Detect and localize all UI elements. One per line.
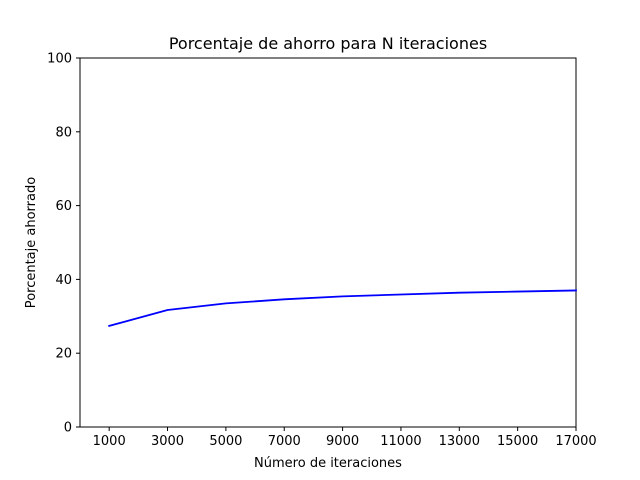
- y-tick-label: 100: [47, 52, 72, 67]
- y-tick-label: 0: [64, 421, 72, 436]
- plot-area: 1000 3000 5000 7000 9000 11000 13000 15000 17000…: [47, 52, 597, 450]
- x-axis-label: Número de iteraciones: [254, 456, 402, 471]
- x-tick-label: 5000: [209, 434, 242, 449]
- y-tick-label: 20: [55, 347, 72, 362]
- y-tick-label: 80: [55, 125, 72, 140]
- x-tick-label: 9000: [326, 434, 359, 449]
- y-tick-label: 60: [55, 199, 72, 214]
- x-tick-label: 3000: [151, 434, 184, 449]
- series-line-0: [108, 289, 577, 327]
- x-tick-label: 13000: [439, 434, 480, 449]
- x-tick-label: 17000: [555, 434, 596, 449]
- chart-title: Porcentaje de ahorro para N iteraciones: [169, 34, 487, 53]
- x-tick-label: 7000: [268, 434, 301, 449]
- y-axis-label: Porcentaje ahorrado: [24, 177, 39, 308]
- x-tick-label: 15000: [497, 434, 538, 449]
- plot-frame: [79, 57, 577, 428]
- x-tick-label: 1000: [93, 434, 126, 449]
- x-tick-label: 11000: [380, 434, 421, 449]
- y-tick-label: 40: [55, 273, 72, 288]
